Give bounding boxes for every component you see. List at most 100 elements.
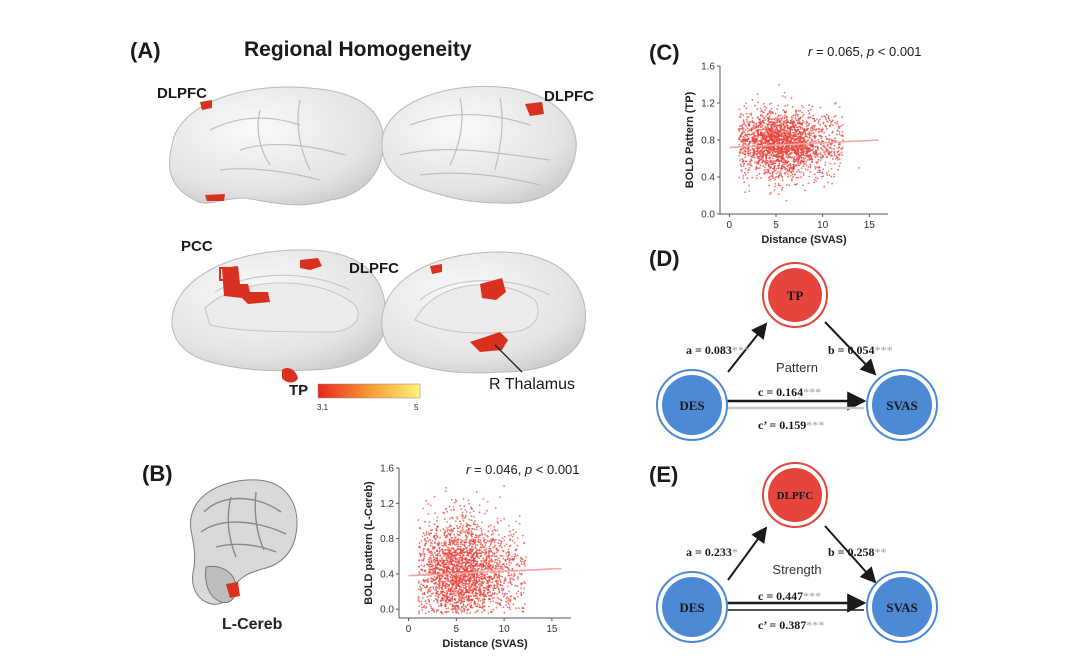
scatter-point <box>748 128 751 131</box>
scatter-point <box>765 138 767 140</box>
scatter-point <box>455 544 457 546</box>
scatter-point <box>780 119 783 122</box>
scatter-point <box>766 153 768 156</box>
scatter-point <box>762 159 765 162</box>
scatter-point <box>792 131 794 134</box>
scatter-point <box>459 525 461 528</box>
scatter-point <box>815 151 818 154</box>
scatter-point <box>799 116 802 119</box>
node-svas: SVAS <box>866 369 938 441</box>
scatter-point <box>471 606 474 609</box>
scatter-point <box>470 534 472 537</box>
scatter-point <box>499 542 502 545</box>
scatter-point <box>802 113 805 116</box>
scatter-point <box>435 593 438 595</box>
scatter-point <box>764 154 767 157</box>
scatter-point <box>462 498 465 500</box>
scatter-point <box>795 154 798 157</box>
scatter-point <box>417 519 420 521</box>
scatter-point <box>751 156 754 159</box>
scatter-point <box>806 133 809 135</box>
scatter-point <box>494 544 496 547</box>
scatter-point <box>498 576 501 579</box>
scatter-point <box>805 148 808 151</box>
scatter-point <box>768 134 771 136</box>
scatter-point <box>763 102 765 105</box>
scatter-point <box>446 521 449 523</box>
label-dlpfc-right-lateral: DLPFC <box>544 88 594 105</box>
scatter-point <box>447 543 450 546</box>
scatter-point <box>760 142 762 145</box>
scatter-point <box>463 607 465 610</box>
scatter-point <box>796 158 799 160</box>
p-value: < 0.001 <box>874 44 922 59</box>
scatter-point <box>420 564 423 567</box>
scatter-point <box>504 535 506 538</box>
scatter-point <box>453 555 456 557</box>
scatter-point <box>804 139 806 142</box>
scatter-point <box>802 184 804 186</box>
scatter-point <box>476 544 479 546</box>
scatter-point <box>470 598 473 601</box>
scatter-point <box>841 146 844 149</box>
scatter-point <box>770 126 773 129</box>
scatter-point <box>492 600 495 603</box>
scatter-point <box>775 175 778 178</box>
scatter-point <box>756 150 758 153</box>
scatter-point <box>452 509 455 511</box>
scatter-point <box>811 132 813 135</box>
scatter-point <box>452 587 454 589</box>
scatter-point <box>739 159 742 161</box>
scatter-point <box>777 130 780 133</box>
scatter-point <box>776 133 779 136</box>
scatter-point <box>427 610 430 613</box>
scatter-point <box>511 535 514 538</box>
scatter-point <box>763 111 765 114</box>
scatter-point <box>775 120 777 122</box>
scatter-point <box>792 170 795 173</box>
scatter-point <box>753 124 755 126</box>
scatter-point <box>761 162 764 164</box>
scatter-point <box>798 136 801 139</box>
scatter-point <box>448 505 451 508</box>
scatter-point <box>488 555 491 558</box>
scatter-point <box>786 104 789 107</box>
scatter-point <box>440 602 443 605</box>
scatter-point <box>428 568 431 571</box>
scatter-point <box>759 164 762 167</box>
scatter-point <box>448 533 450 535</box>
scatter-point <box>455 557 458 560</box>
scatter-point <box>767 152 770 155</box>
scatter-point <box>421 608 424 611</box>
scatter-point <box>766 135 768 138</box>
scatter-point <box>436 550 439 553</box>
scatter-point <box>790 121 793 124</box>
scatter-point <box>485 548 488 550</box>
scatter-point <box>431 565 433 568</box>
scatter-point <box>799 161 801 163</box>
scatter-point <box>450 593 452 595</box>
scatter-point <box>813 126 815 129</box>
scatter-point <box>426 548 429 550</box>
scatter-point <box>749 164 752 167</box>
scatter-point <box>841 116 844 119</box>
scatter-point <box>795 183 797 186</box>
scatter-point <box>770 129 773 132</box>
scatter-point <box>828 174 831 176</box>
scatter-point <box>474 520 476 523</box>
scatter-point <box>467 595 470 597</box>
scatter-point <box>440 604 443 606</box>
scatter-point <box>740 170 743 173</box>
scatter-point <box>434 595 437 597</box>
scatter-point <box>771 157 774 160</box>
scatter-point <box>748 120 751 123</box>
scatter-point <box>444 585 446 588</box>
scatter-point <box>424 520 426 523</box>
scatter-point <box>509 608 512 611</box>
scatter-point <box>797 162 800 165</box>
scatter-point <box>439 559 442 562</box>
scatter-point <box>437 609 440 612</box>
scatter-point <box>768 154 771 157</box>
scatter-point <box>469 612 471 615</box>
scatter-point <box>445 611 448 614</box>
